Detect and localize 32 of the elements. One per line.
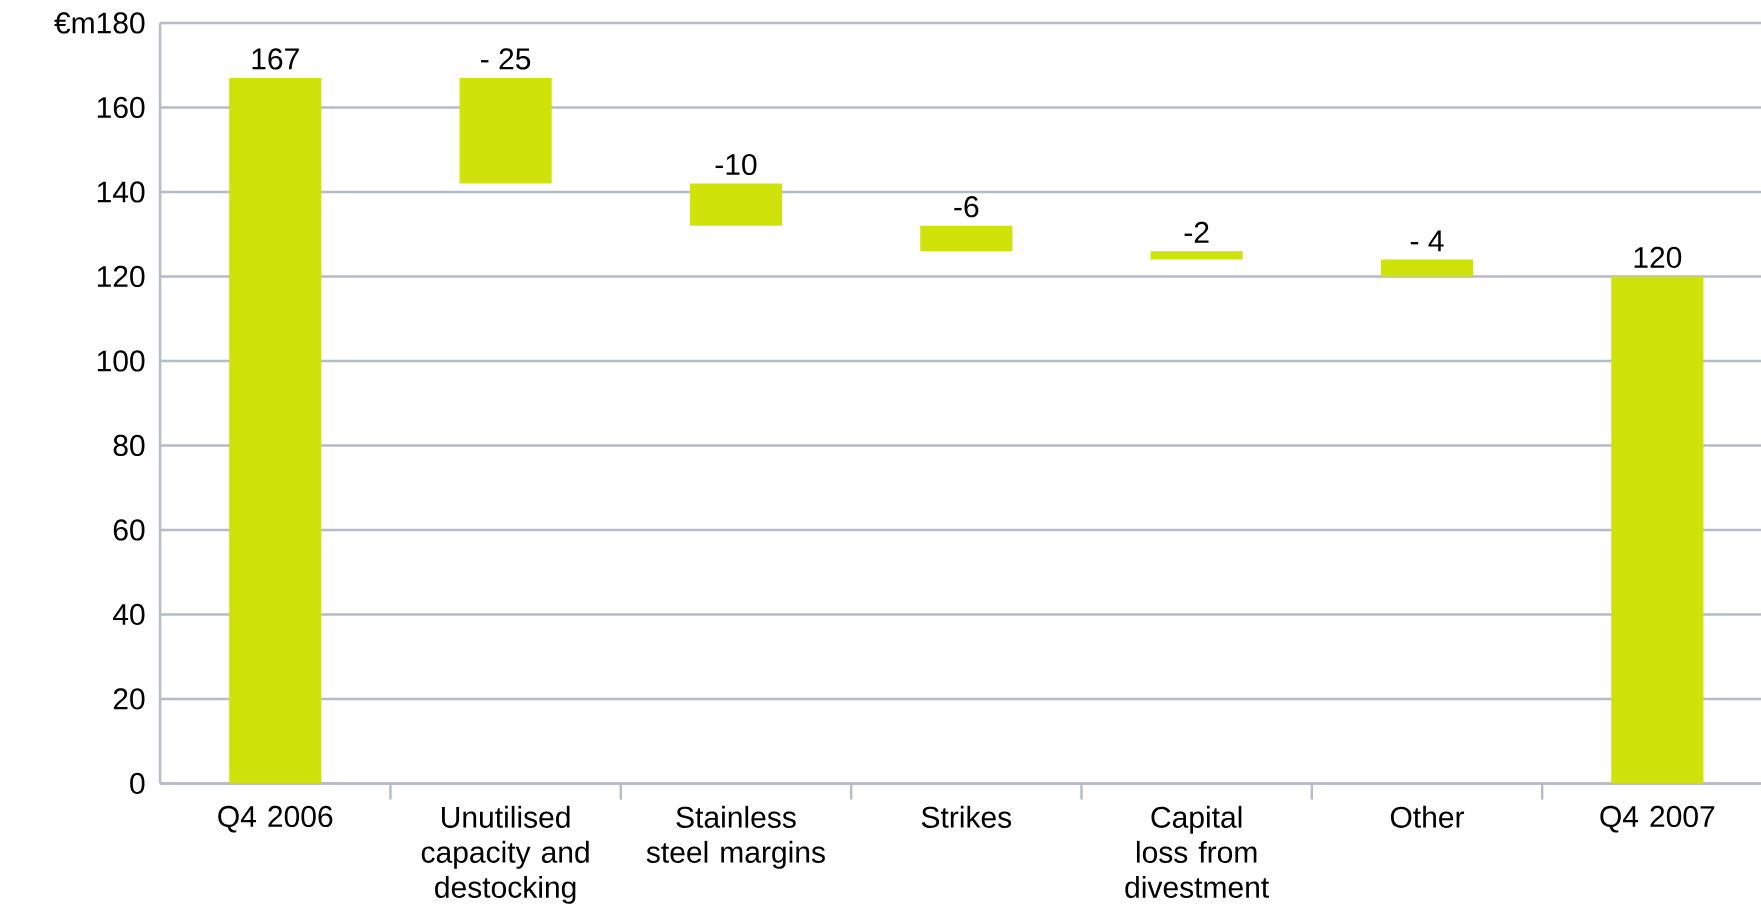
data-label: -10 [715,154,757,176]
x-tick-label: Q4 2007 [1600,806,1715,833]
y-tick-label: 120 [97,266,145,288]
x-tick-label: Q4 2006 [218,806,333,833]
x-tick-label: Strikes [921,806,1012,829]
data-label: 167 [252,48,299,70]
y-tick-label: 0 [130,773,145,795]
y-tick-label: 160 [97,97,145,119]
data-label: -2 [1184,222,1209,243]
bar [1611,276,1704,784]
data-label: - 25 [481,48,531,70]
data-label: - 4 [1410,230,1444,252]
data-label: -6 [954,196,979,218]
bar [1150,251,1243,260]
x-tick-label: Capital loss from divestment [1125,806,1269,899]
x-tick-label: Stainless steel margins [646,806,825,870]
y-tick-label: 140 [97,181,145,203]
bar [459,78,552,184]
x-tick-label: Other [1390,806,1465,829]
bar [1380,259,1474,277]
x-tick-label: Unutilised capacity and destocking [421,806,589,905]
y-tick-label: 100 [97,350,145,372]
y-axis-title: €m [54,12,94,34]
bar [920,226,1013,252]
y-tick-label: 60 [113,519,145,541]
y-tick-label: 20 [113,688,145,710]
bar [689,183,783,227]
y-tick-label: 40 [112,604,145,626]
y-tick-label: 80 [113,435,145,457]
bar [229,78,322,784]
y-tick-label: 180 [97,12,145,34]
data-label: 120 [1634,247,1682,269]
